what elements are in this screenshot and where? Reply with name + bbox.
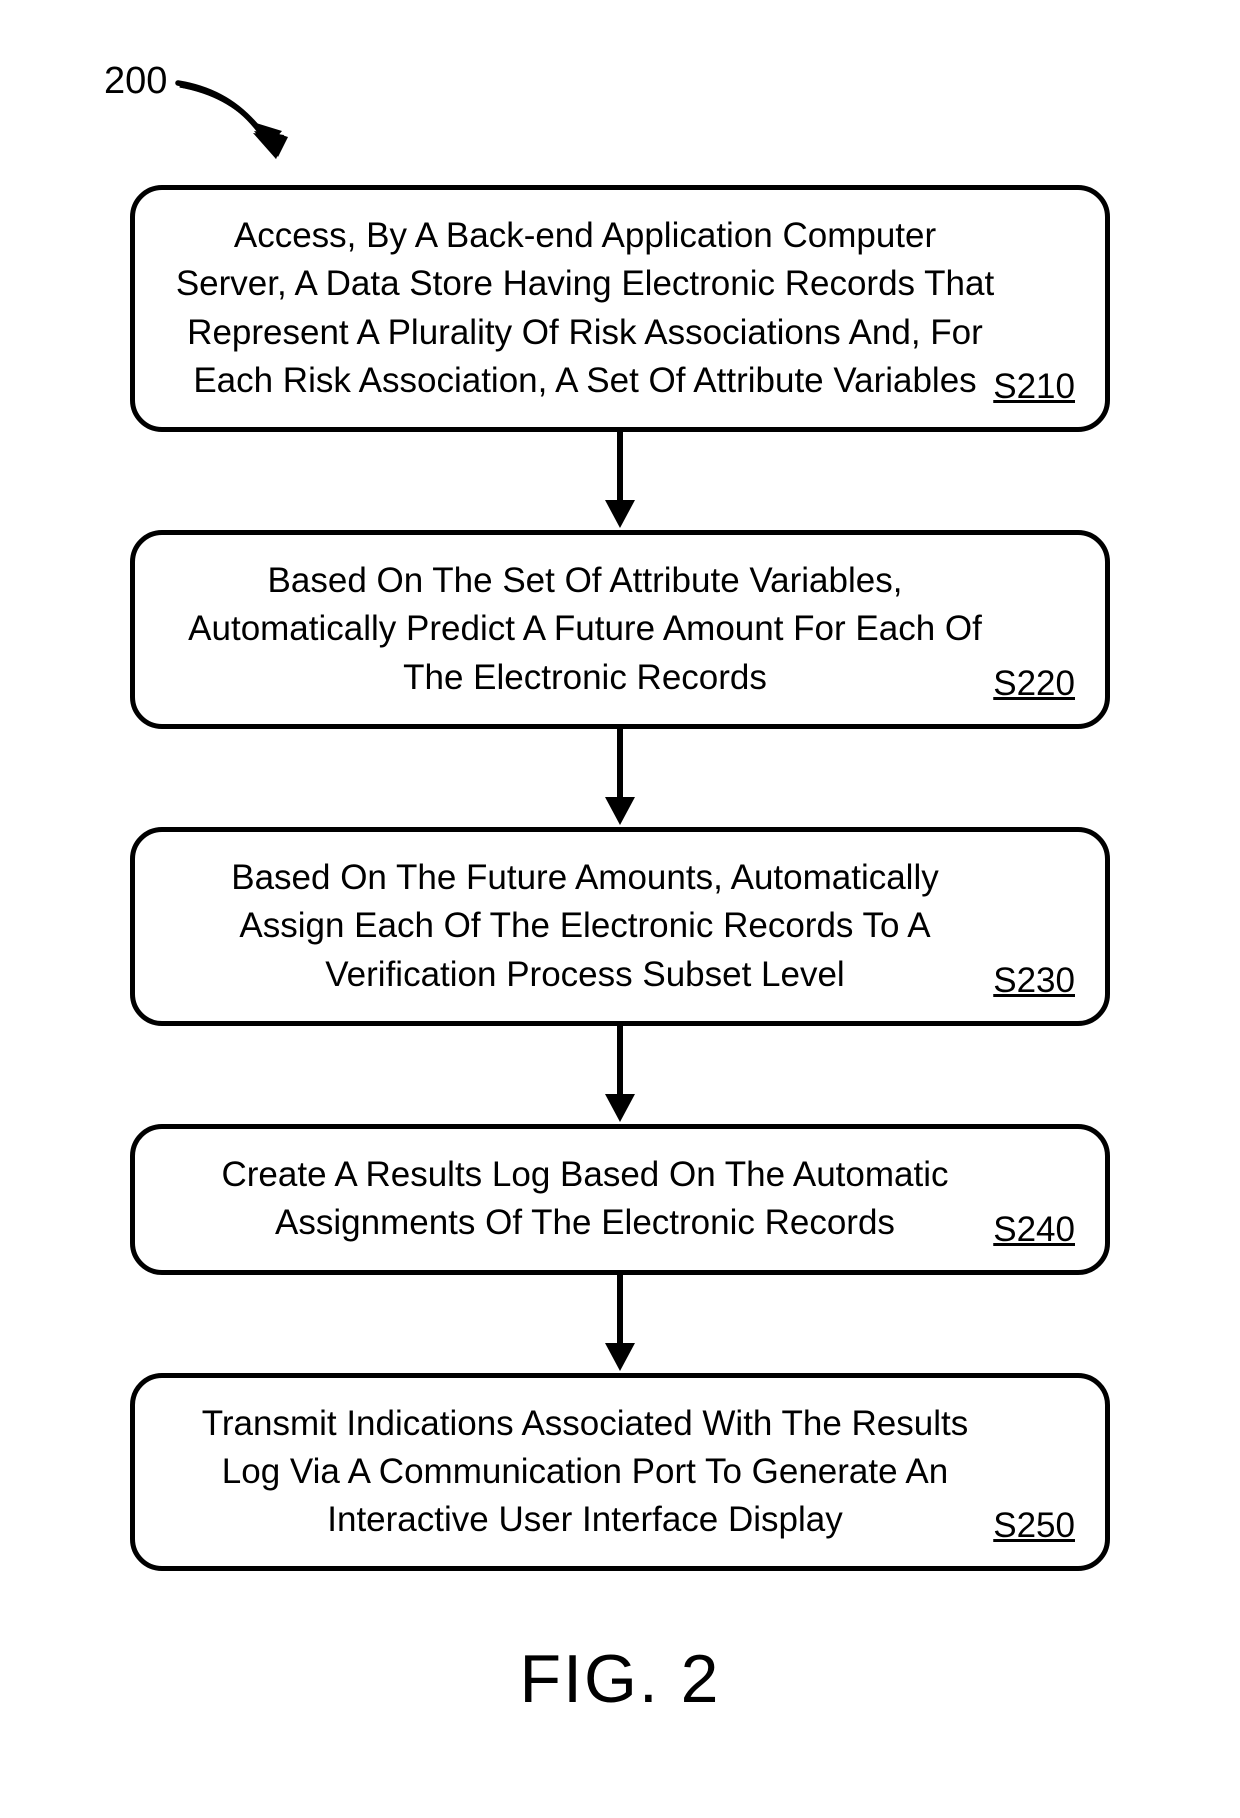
arrow-connector-icon (130, 432, 1110, 530)
step-label: S220 (993, 664, 1075, 704)
step-label: S210 (993, 367, 1075, 407)
step-box-s220: Based On The Set Of Attribute Variables,… (130, 530, 1110, 729)
step-text: Access, By A Back-end Application Comput… (175, 212, 995, 405)
step-box-s210: Access, By A Back-end Application Comput… (130, 185, 1110, 432)
arrow-connector-icon (130, 1275, 1110, 1373)
step-box-s240: Create A Results Log Based On The Automa… (130, 1124, 1110, 1275)
step-label: S240 (993, 1210, 1075, 1250)
diagram-reference-number: 200 (104, 60, 167, 103)
step-box-s250: Transmit Indications Associated With The… (130, 1373, 1110, 1572)
step-text: Create A Results Log Based On The Automa… (175, 1151, 995, 1248)
reference-arrow-icon (170, 75, 310, 185)
arrow-connector-icon (130, 1026, 1110, 1124)
arrow-connector-icon (130, 729, 1110, 827)
step-box-s230: Based On The Future Amounts, Automatical… (130, 827, 1110, 1026)
step-text: Based On The Future Amounts, Automatical… (175, 854, 995, 999)
step-text: Transmit Indications Associated With The… (175, 1400, 995, 1545)
flowchart-container: Access, By A Back-end Application Comput… (130, 185, 1110, 1571)
step-label: S250 (993, 1506, 1075, 1546)
step-label: S230 (993, 961, 1075, 1001)
figure-label: FIG. 2 (0, 1640, 1240, 1718)
step-text: Based On The Set Of Attribute Variables,… (175, 557, 995, 702)
